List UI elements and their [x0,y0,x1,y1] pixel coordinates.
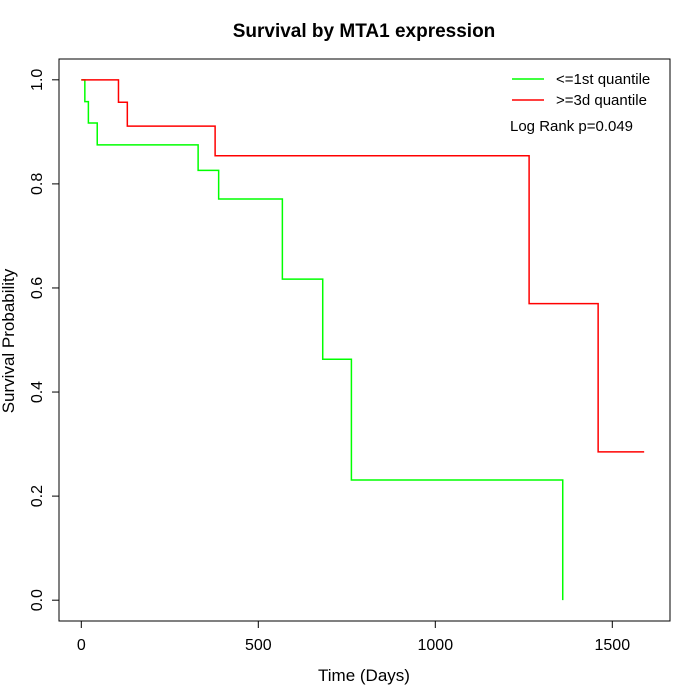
x-tick-label: 1500 [595,637,631,654]
chart-title: Survival by MTA1 expression [233,21,496,42]
x-tick-label: 0 [77,637,86,654]
survival-curve-low [81,79,564,601]
y-tick-label: 0.6 [29,277,46,299]
plot-frame [58,58,671,622]
y-tick-label: 0.0 [29,589,46,611]
y-axis-label: Survival Probability [0,268,18,413]
survival-curves [81,79,645,601]
x-axis: 0 500 1000 1500 [77,620,631,654]
legend-label-low: <=1st quantile [556,71,650,88]
y-axis: 0.0 0.2 0.4 0.6 0.8 1.0 [29,69,60,611]
y-tick-label: 0.4 [29,381,46,403]
y-tick-label: 0.8 [29,173,46,195]
legend-label-high: >=3d quantile [556,92,647,109]
x-axis-label: Time (Days) [318,666,410,685]
log-rank-annotation: Log Rank p=0.049 [510,118,633,135]
y-tick-label: 1.0 [29,69,46,91]
x-tick-label: 500 [245,637,272,654]
x-tick-label: 1000 [418,637,454,654]
survival-curve-high [81,79,645,453]
y-tick-label: 0.2 [29,485,46,507]
legend: <=1st quantile >=3d quantile [512,71,650,109]
